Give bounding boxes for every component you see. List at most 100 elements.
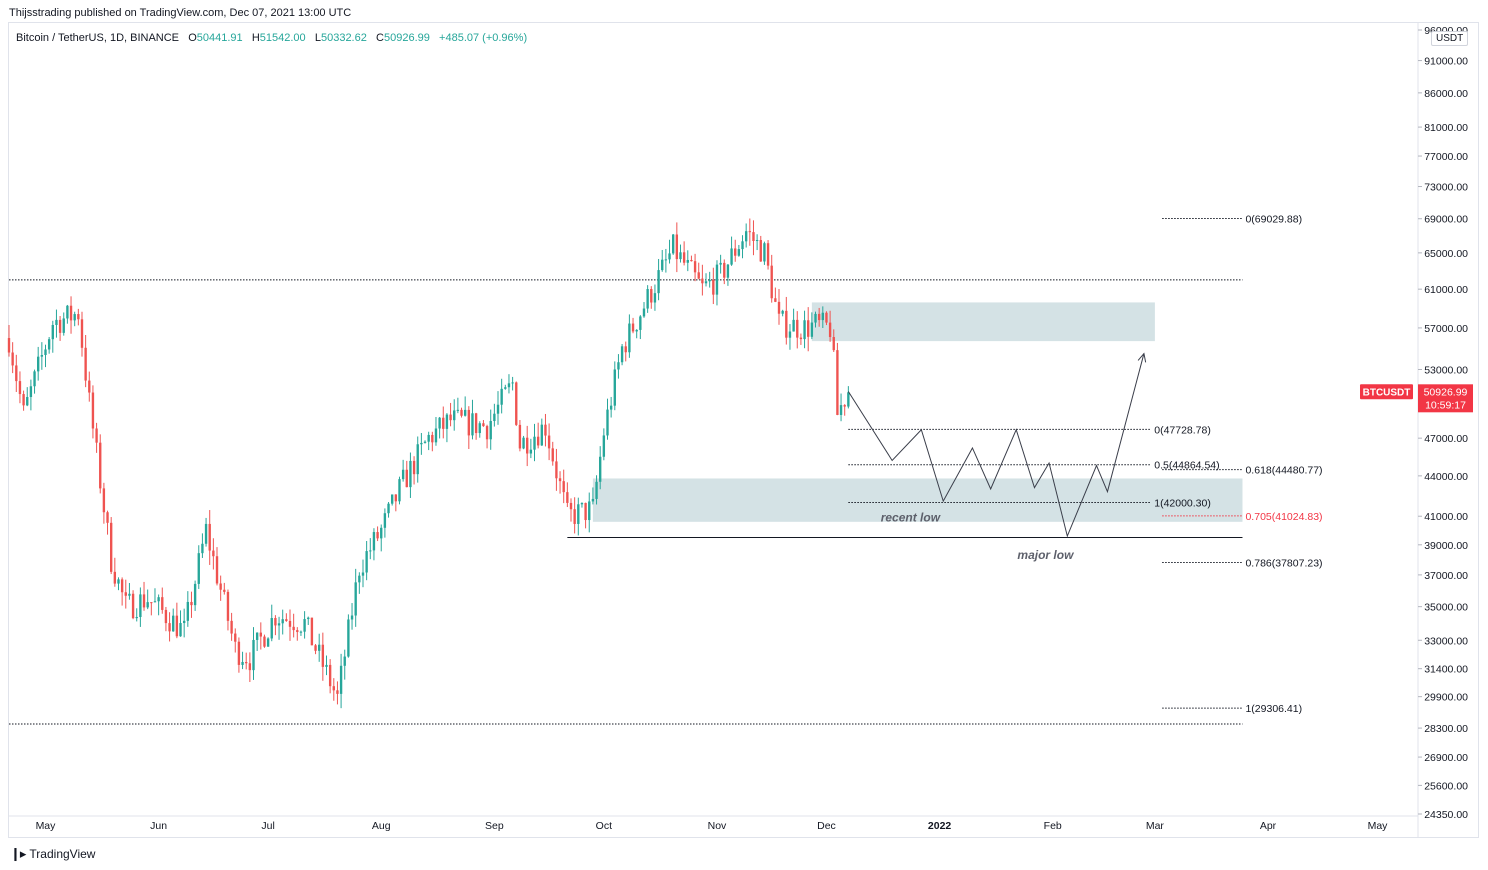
candle — [376, 526, 379, 542]
candle-body — [741, 241, 744, 250]
candle-body — [135, 617, 138, 619]
y-tick-label: 61000.00 — [1424, 284, 1468, 296]
candle — [562, 469, 565, 504]
candle — [591, 487, 595, 505]
x-tick-label: Oct — [596, 820, 612, 832]
candle — [482, 420, 485, 427]
candle — [47, 336, 51, 354]
candle-body — [339, 665, 343, 694]
candle — [230, 612, 233, 641]
candle-body — [150, 602, 153, 604]
y-tick-label: 29900.00 — [1424, 692, 1468, 704]
candle — [774, 287, 777, 303]
candle — [307, 616, 310, 625]
candle — [668, 239, 671, 264]
candle-body — [642, 308, 646, 317]
candle-body — [26, 397, 29, 406]
candle-body — [281, 619, 284, 624]
candle-body — [142, 594, 146, 608]
candle — [146, 589, 149, 610]
candle-body — [226, 591, 230, 621]
candle — [365, 540, 368, 581]
candle-body — [474, 413, 478, 434]
candle-body — [307, 617, 310, 620]
candle-body — [420, 442, 423, 445]
candle-body — [442, 417, 445, 429]
candle-body — [274, 618, 277, 626]
candle — [489, 409, 492, 450]
high-value: 51542.00 — [259, 32, 306, 44]
y-tick-label: 73000.00 — [1424, 182, 1468, 194]
candle — [529, 438, 533, 459]
y-tick-label: 81000.00 — [1424, 122, 1468, 134]
candle-body — [401, 469, 405, 480]
candle-body — [354, 582, 357, 616]
candle — [759, 235, 762, 262]
candle-body — [37, 356, 40, 372]
fib-label-1: 0.618(44480.77) — [1245, 465, 1322, 477]
projection-path — [847, 353, 1145, 538]
candle-body — [332, 686, 335, 691]
candle-body — [766, 243, 770, 266]
candle — [95, 422, 98, 453]
candle-body — [215, 556, 219, 584]
candle — [29, 379, 33, 411]
candle — [288, 609, 292, 641]
candle — [558, 471, 562, 494]
candle — [412, 456, 416, 485]
candle-body — [456, 409, 460, 411]
candle — [533, 423, 536, 462]
candle-body — [847, 392, 850, 407]
candle — [569, 498, 573, 522]
candles-layer — [7, 218, 850, 709]
candle — [712, 267, 715, 305]
candle — [671, 233, 675, 255]
candle-body — [547, 435, 551, 449]
candle-body — [526, 437, 529, 454]
candle-body — [325, 664, 328, 667]
candle — [266, 637, 270, 647]
candle-body — [533, 436, 536, 450]
candle — [474, 412, 478, 440]
candle-body — [29, 386, 33, 398]
candle — [113, 557, 117, 587]
candle — [245, 652, 248, 670]
candle — [161, 587, 164, 614]
candle-body — [416, 444, 419, 475]
candle — [66, 304, 69, 324]
candle — [380, 524, 383, 552]
candle — [33, 369, 36, 394]
candle — [839, 393, 843, 422]
candle — [453, 399, 456, 431]
candle — [566, 482, 569, 508]
candle-body — [671, 234, 675, 254]
candle — [796, 311, 799, 349]
candle-body — [500, 388, 503, 405]
candle — [409, 452, 412, 498]
candle — [781, 309, 784, 317]
candle-body — [471, 413, 474, 436]
fib-label-4: 1(29306.41) — [1245, 703, 1302, 715]
candle-body — [113, 571, 117, 584]
fib-label-0: 0(69029.88) — [1245, 213, 1302, 225]
candle-body — [55, 319, 58, 325]
candle-body — [299, 631, 303, 633]
candle-body — [157, 597, 160, 602]
x-tick-label: Apr — [1260, 820, 1277, 832]
candle-body — [453, 410, 456, 421]
x-tick-label: Jul — [261, 820, 274, 832]
candle — [624, 341, 627, 362]
currency-button[interactable]: USDT — [1431, 31, 1469, 46]
candle-body — [843, 405, 846, 407]
x-tick-label: May — [36, 820, 57, 832]
candle-body — [650, 289, 653, 303]
candle-body — [781, 310, 784, 314]
candle — [536, 422, 540, 449]
candle — [102, 482, 106, 524]
candle-body — [701, 278, 704, 284]
candle-body — [128, 593, 131, 596]
candle-body — [230, 620, 233, 634]
candle — [821, 306, 824, 329]
candle-body — [591, 498, 595, 502]
